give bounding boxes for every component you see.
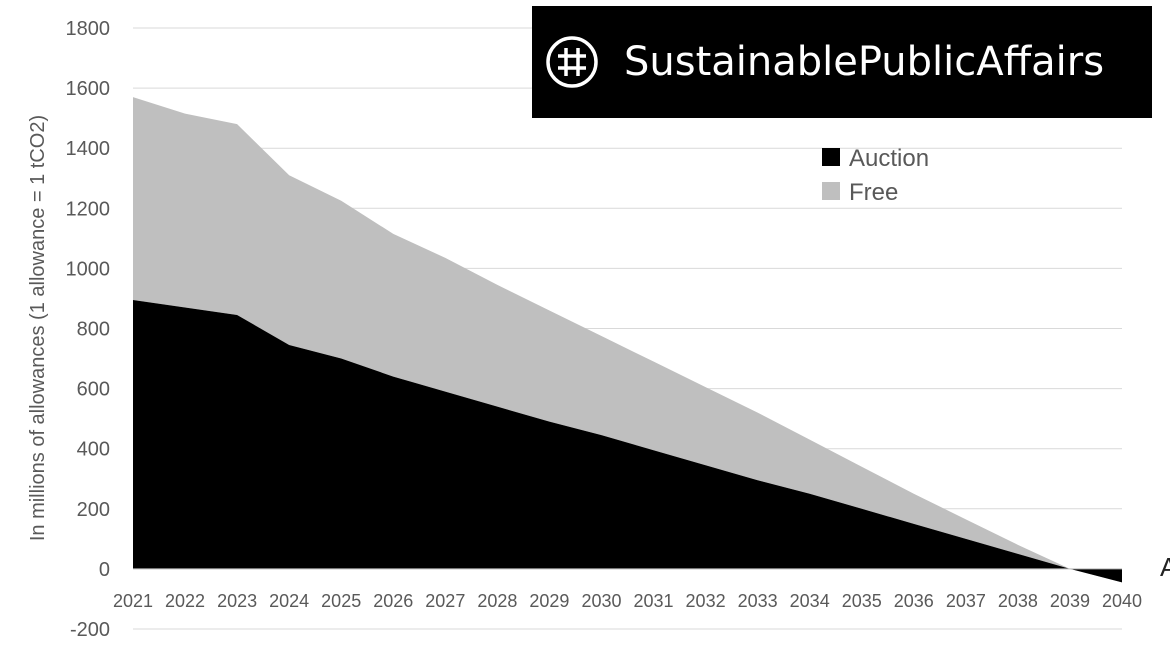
x-tick-label: 2034 [790,591,830,611]
hash-circle-icon [546,36,598,88]
x-tick-label: 2026 [373,591,413,611]
x-tick-label: 2027 [425,591,465,611]
x-tick-label: 2028 [477,591,517,611]
y-tick-label: 1600 [66,78,111,100]
y-tick-label: 0 [99,559,110,581]
y-tick-label: 1800 [66,18,111,40]
x-tick-label: 2021 [113,591,153,611]
y-tick-label: 600 [77,379,110,401]
y-tick-label: 1000 [66,258,111,280]
brand-banner: SustainablePublicAffairs [532,6,1152,118]
x-tick-labels: 2021 2022 2023 2024 2025 2026 2027 2028 2029 2030… [113,591,1142,611]
x-tick-label: 2023 [217,591,257,611]
y-tick-labels: 1800 1600 1400 1200 1000 800 600 400 200 0 -200 [66,18,111,641]
free-area [133,97,1122,583]
x-tick-label: 2040 [1102,591,1142,611]
edge-glyph: A [1160,552,1170,582]
y-tick-label: 800 [77,319,110,341]
y-tick-label: 400 [77,439,110,461]
y-tick-label: -200 [70,619,110,641]
legend-swatch [822,182,840,200]
x-tick-label: 2030 [581,591,621,611]
x-tick-label: 2035 [842,591,882,611]
auction-area [133,299,1122,583]
x-tick-label: 2032 [686,591,726,611]
x-tick-label: 2037 [946,591,986,611]
x-tick-label: 2033 [738,591,778,611]
x-tick-label: 2022 [165,591,205,611]
x-tick-label: 2038 [998,591,1038,611]
x-tick-label: 2024 [269,591,309,611]
stacked-areas [133,97,1122,583]
x-tick-label: 2025 [321,591,361,611]
x-tick-label: 2031 [634,591,674,611]
y-axis-label: In millions of allowances (1 allowance =… [27,115,49,541]
legend-label: Auction [849,145,929,172]
legend: Auction Free [822,145,929,206]
x-tick-label: 2039 [1050,591,1090,611]
legend-swatch [822,148,840,166]
brand-text: SustainablePublicAffairs [624,39,1105,85]
x-tick-label: 2029 [529,591,569,611]
y-tick-label: 1200 [66,198,111,220]
x-tick-label: 2036 [894,591,934,611]
legend-label: Free [849,179,898,206]
y-tick-label: 200 [77,499,110,521]
y-tick-label: 1400 [66,138,111,160]
